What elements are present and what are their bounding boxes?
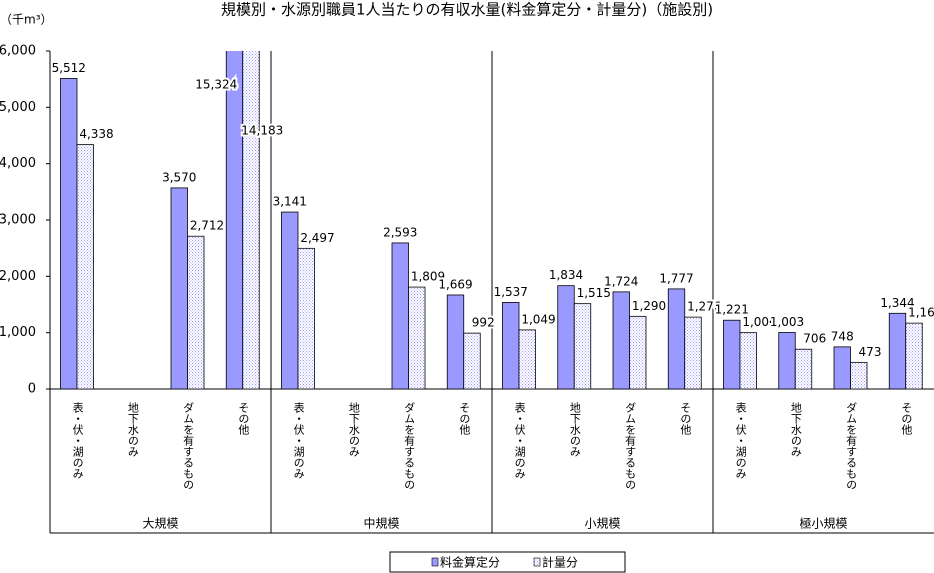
y-tick-label: 1,000 xyxy=(0,325,36,340)
bar xyxy=(612,291,630,389)
bar xyxy=(723,319,741,389)
data-label: 1,809 xyxy=(411,270,445,284)
data-label: 706 xyxy=(803,332,826,346)
x-tick-label: 地下水のみ xyxy=(789,402,802,457)
data-label: 1,221 xyxy=(715,303,749,317)
bar xyxy=(518,329,536,389)
data-label: 3,570 xyxy=(162,170,196,184)
bar xyxy=(408,286,426,389)
data-label: 1,003 xyxy=(770,315,804,329)
bar xyxy=(905,322,923,389)
group-label: 中規模 xyxy=(363,516,399,531)
legend-swatch xyxy=(431,557,439,567)
legend-label: 計量分 xyxy=(542,555,578,570)
bar xyxy=(281,211,299,389)
data-label: 1,777 xyxy=(659,271,693,285)
group-label: 大規模 xyxy=(142,516,178,531)
data-label: 748 xyxy=(831,329,854,343)
data-label: 1,724 xyxy=(604,274,638,288)
data-label: 14,183 xyxy=(241,124,283,138)
x-tick-label: 表・伏・湖のみ xyxy=(292,401,305,479)
y-tick-label: 6,000 xyxy=(0,44,36,59)
y-tick-label: 0 xyxy=(28,382,36,397)
x-tick-label: ダムを有するもの xyxy=(845,402,858,490)
bar xyxy=(463,332,481,389)
data-label: 3,141 xyxy=(273,195,307,209)
y-tick-label: 2,000 xyxy=(0,269,36,284)
bar xyxy=(667,288,686,389)
x-tick-label: ダムを有するもの xyxy=(182,402,195,490)
x-tick-label: 表・伏・湖のみ xyxy=(734,401,747,479)
bar xyxy=(502,302,520,389)
bar xyxy=(850,361,868,389)
data-label: 473 xyxy=(859,345,882,359)
legend-swatch xyxy=(533,557,541,567)
bar xyxy=(60,78,78,389)
y-tick-label: 3,000 xyxy=(0,213,36,228)
data-label: 5,512 xyxy=(52,61,86,75)
bar xyxy=(557,285,575,389)
bar xyxy=(573,303,592,389)
data-label: 1,537 xyxy=(494,285,528,299)
group-label: 極小規模 xyxy=(799,516,847,531)
bar xyxy=(242,51,260,389)
bar xyxy=(170,187,188,389)
x-tick-label: その他 xyxy=(237,402,250,435)
data-label: 1,169 xyxy=(908,306,934,320)
bar xyxy=(297,247,315,389)
x-tick-label: ダムを有するもの xyxy=(403,402,416,490)
data-label: 1,049 xyxy=(521,312,555,326)
bar xyxy=(446,294,465,389)
data-label: 1,669 xyxy=(438,277,472,291)
legend-box xyxy=(389,551,626,573)
legend-label: 料金算定分 xyxy=(440,555,500,570)
bar xyxy=(778,332,796,389)
data-label: 1,834 xyxy=(549,268,583,282)
bar xyxy=(684,316,702,389)
bars xyxy=(60,51,923,389)
bar xyxy=(187,235,205,389)
x-tick-label: 表・伏・湖のみ xyxy=(513,401,526,479)
bar xyxy=(833,346,851,389)
bar xyxy=(739,332,757,389)
x-tick-label: 地下水のみ xyxy=(568,402,581,457)
bar xyxy=(76,144,94,389)
x-tick-label: その他 xyxy=(458,402,471,435)
bar xyxy=(794,348,813,389)
bar xyxy=(888,312,907,389)
data-label: 1,276 xyxy=(687,300,721,314)
data-label: 4,338 xyxy=(79,127,113,141)
data-label: 1,344 xyxy=(880,296,914,310)
bar xyxy=(629,315,647,389)
y-axis-label: （千m³） xyxy=(0,13,53,27)
data-label: 2,593 xyxy=(383,225,417,239)
x-tick-label: その他 xyxy=(679,402,692,435)
data-label: 1,515 xyxy=(577,286,611,300)
y-tick-label: 5,000 xyxy=(0,100,36,115)
data-label: 1,290 xyxy=(632,299,666,313)
x-tick-label: 表・伏・湖のみ xyxy=(71,401,84,479)
bar xyxy=(225,51,244,389)
x-tick-label: 地下水のみ xyxy=(347,402,360,457)
data-label: 15,324 xyxy=(195,78,237,92)
x-tick-label: 地下水のみ xyxy=(126,402,139,457)
bar xyxy=(391,242,409,389)
data-label: 1,000 xyxy=(742,315,776,329)
data-label: 992 xyxy=(472,316,495,330)
data-label: 2,712 xyxy=(190,219,224,233)
y-tick-label: 4,000 xyxy=(0,156,36,171)
x-tick-label: その他 xyxy=(900,402,913,435)
group-label: 小規模 xyxy=(584,516,620,531)
chart-title: 規模別・水源別職員1人当たりの有収水量(料金算定分・計量分)（施設別) xyxy=(221,1,713,19)
x-tick-label: ダムを有するもの xyxy=(624,402,637,490)
data-label: 2,497 xyxy=(300,231,334,245)
